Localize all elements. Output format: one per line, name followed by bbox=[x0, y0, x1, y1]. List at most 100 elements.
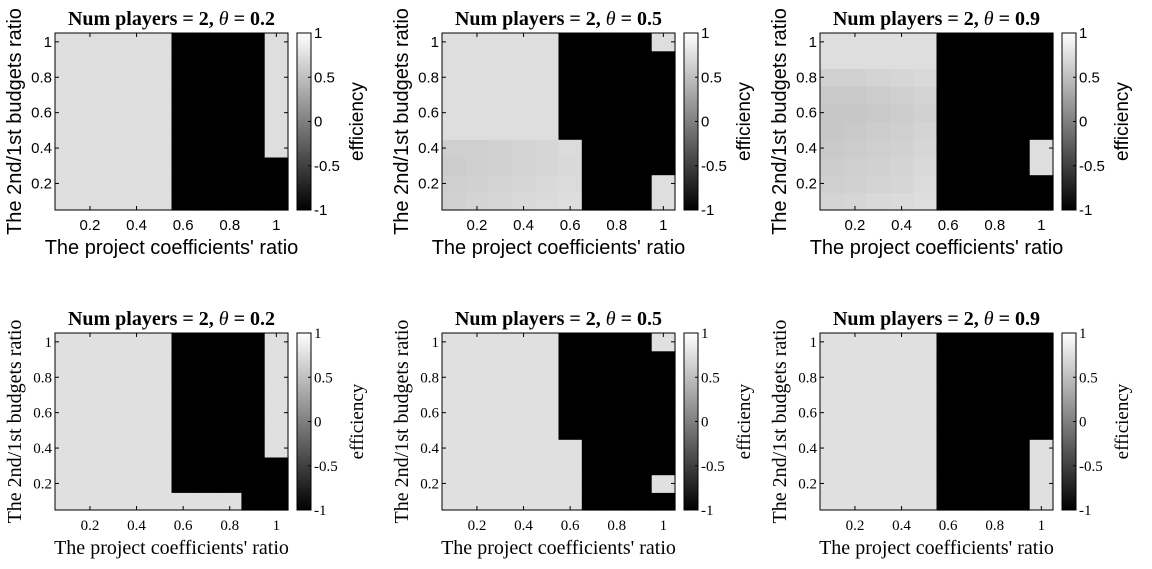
heatmap-cell bbox=[218, 492, 242, 511]
heatmap-cell bbox=[820, 156, 844, 176]
heatmap-cell bbox=[913, 456, 938, 476]
heatmap-cell bbox=[55, 156, 79, 176]
heatmap-cell bbox=[488, 139, 513, 158]
heatmap-cell bbox=[936, 350, 961, 369]
heatmap-cell bbox=[264, 456, 289, 476]
heatmap-cell bbox=[936, 121, 961, 140]
title-theta: θ bbox=[606, 308, 616, 330]
heatmap-cell bbox=[465, 474, 490, 493]
colorbar-tick-label: -0.5 bbox=[1079, 158, 1105, 175]
x-tick-label: 0.8 bbox=[985, 518, 1004, 534]
heatmap-cell bbox=[442, 68, 466, 87]
heatmap-cell bbox=[983, 33, 1007, 52]
title-text: = 0.2 bbox=[229, 308, 275, 330]
heatmap-cell bbox=[1006, 103, 1031, 123]
colorbar-tick-label: 0.5 bbox=[1079, 69, 1100, 86]
heatmap-cell bbox=[511, 403, 536, 423]
heatmap-cell bbox=[148, 333, 173, 352]
heatmap-cell bbox=[843, 33, 868, 52]
heatmap-cell bbox=[843, 456, 868, 476]
heatmap-cell bbox=[1006, 68, 1031, 87]
heatmap-cell bbox=[605, 456, 629, 476]
heatmap-cell bbox=[959, 350, 984, 369]
heatmap-cell bbox=[959, 386, 984, 405]
axes-frame bbox=[441, 32, 676, 211]
heatmap-cell bbox=[605, 33, 629, 52]
heatmap-cell bbox=[843, 50, 868, 69]
heatmap-cell bbox=[171, 386, 196, 405]
heatmap-cell bbox=[124, 333, 149, 352]
heatmap-cell bbox=[628, 50, 653, 69]
heatmap-cell bbox=[1006, 139, 1031, 158]
heatmap-cell bbox=[628, 333, 653, 352]
title-text: = 0.5 bbox=[616, 8, 662, 30]
heatmap-cell bbox=[78, 192, 103, 211]
heatmap-cell bbox=[1029, 456, 1054, 476]
heatmap-cell bbox=[78, 333, 103, 352]
heatmap-cell bbox=[820, 439, 844, 458]
colorbar-tick-label: 0 bbox=[1079, 415, 1087, 431]
y-tick-label: 1 bbox=[431, 34, 439, 51]
x-tick-label: 0.6 bbox=[561, 518, 580, 534]
heatmap-cell bbox=[465, 439, 490, 458]
heatmap-cell bbox=[511, 456, 536, 476]
heatmap-cell bbox=[1006, 474, 1031, 493]
heatmap-cell bbox=[1029, 33, 1054, 52]
x-tick-label: 0.6 bbox=[173, 217, 194, 234]
heatmap-cell bbox=[983, 68, 1007, 87]
heatmap-cell bbox=[1029, 86, 1054, 105]
heatmap-cell bbox=[605, 350, 629, 369]
heatmap-cell bbox=[936, 174, 961, 193]
heatmap-cell bbox=[264, 86, 289, 105]
heatmap-cell bbox=[101, 386, 126, 405]
heatmap-cell bbox=[535, 174, 560, 193]
heatmap-cell bbox=[959, 103, 984, 123]
colorbar-tick-label: 0 bbox=[701, 114, 709, 131]
heatmap-cell bbox=[442, 86, 466, 105]
heatmap-cell bbox=[820, 68, 844, 87]
heatmap-cell bbox=[488, 192, 513, 211]
heatmap-cell bbox=[820, 50, 844, 69]
heatmap-cell bbox=[171, 86, 196, 105]
heatmap-cell bbox=[148, 33, 173, 52]
heatmap-cell bbox=[605, 386, 629, 405]
heatmap-cell bbox=[218, 139, 242, 158]
heatmap-cell bbox=[511, 439, 536, 458]
heatmap-cell bbox=[936, 156, 961, 176]
heatmap-cell bbox=[535, 139, 560, 158]
heatmap-cell bbox=[843, 368, 868, 387]
heatmap-cell bbox=[959, 156, 984, 176]
heatmap-cell bbox=[889, 174, 914, 193]
heatmap-cell bbox=[959, 368, 984, 387]
heatmap-cell bbox=[535, 386, 560, 405]
heatmap-cell bbox=[889, 386, 914, 405]
heatmap-cell bbox=[558, 139, 583, 158]
title-theta: θ bbox=[984, 308, 994, 330]
heatmap-cell bbox=[1029, 421, 1054, 440]
heatmap-cell bbox=[194, 421, 219, 440]
heatmap-cell bbox=[124, 121, 149, 140]
heatmap-cell bbox=[889, 439, 914, 458]
heatmap-cell bbox=[241, 139, 266, 158]
heatmap-cell bbox=[581, 492, 606, 511]
heatmap-cell bbox=[171, 456, 196, 476]
heatmap-cell bbox=[465, 68, 490, 87]
y-axis-label: The 2nd/1st budgets ratio bbox=[4, 320, 26, 524]
heatmap-cell bbox=[511, 192, 536, 211]
heatmap-cell bbox=[78, 368, 103, 387]
title-theta: θ bbox=[219, 308, 229, 330]
heatmap-cell bbox=[913, 368, 938, 387]
colorbar-tick-label: -0.5 bbox=[1079, 459, 1103, 475]
x-tick-label: 0.2 bbox=[846, 518, 865, 534]
x-tick-label: 0.8 bbox=[606, 217, 627, 234]
heatmap-cell bbox=[913, 139, 938, 158]
heatmap-cell bbox=[442, 386, 466, 405]
heatmap-cell bbox=[843, 139, 868, 158]
y-tick-label: 0.8 bbox=[798, 370, 817, 386]
y-axis-label: The 2nd/1st budgets ratio bbox=[391, 320, 413, 524]
heatmap-cell bbox=[218, 386, 242, 405]
y-tick-label: 0.6 bbox=[796, 105, 817, 122]
heatmap-cell bbox=[148, 121, 173, 140]
heatmap-cell bbox=[241, 68, 266, 87]
heatmap-cell bbox=[605, 121, 629, 140]
